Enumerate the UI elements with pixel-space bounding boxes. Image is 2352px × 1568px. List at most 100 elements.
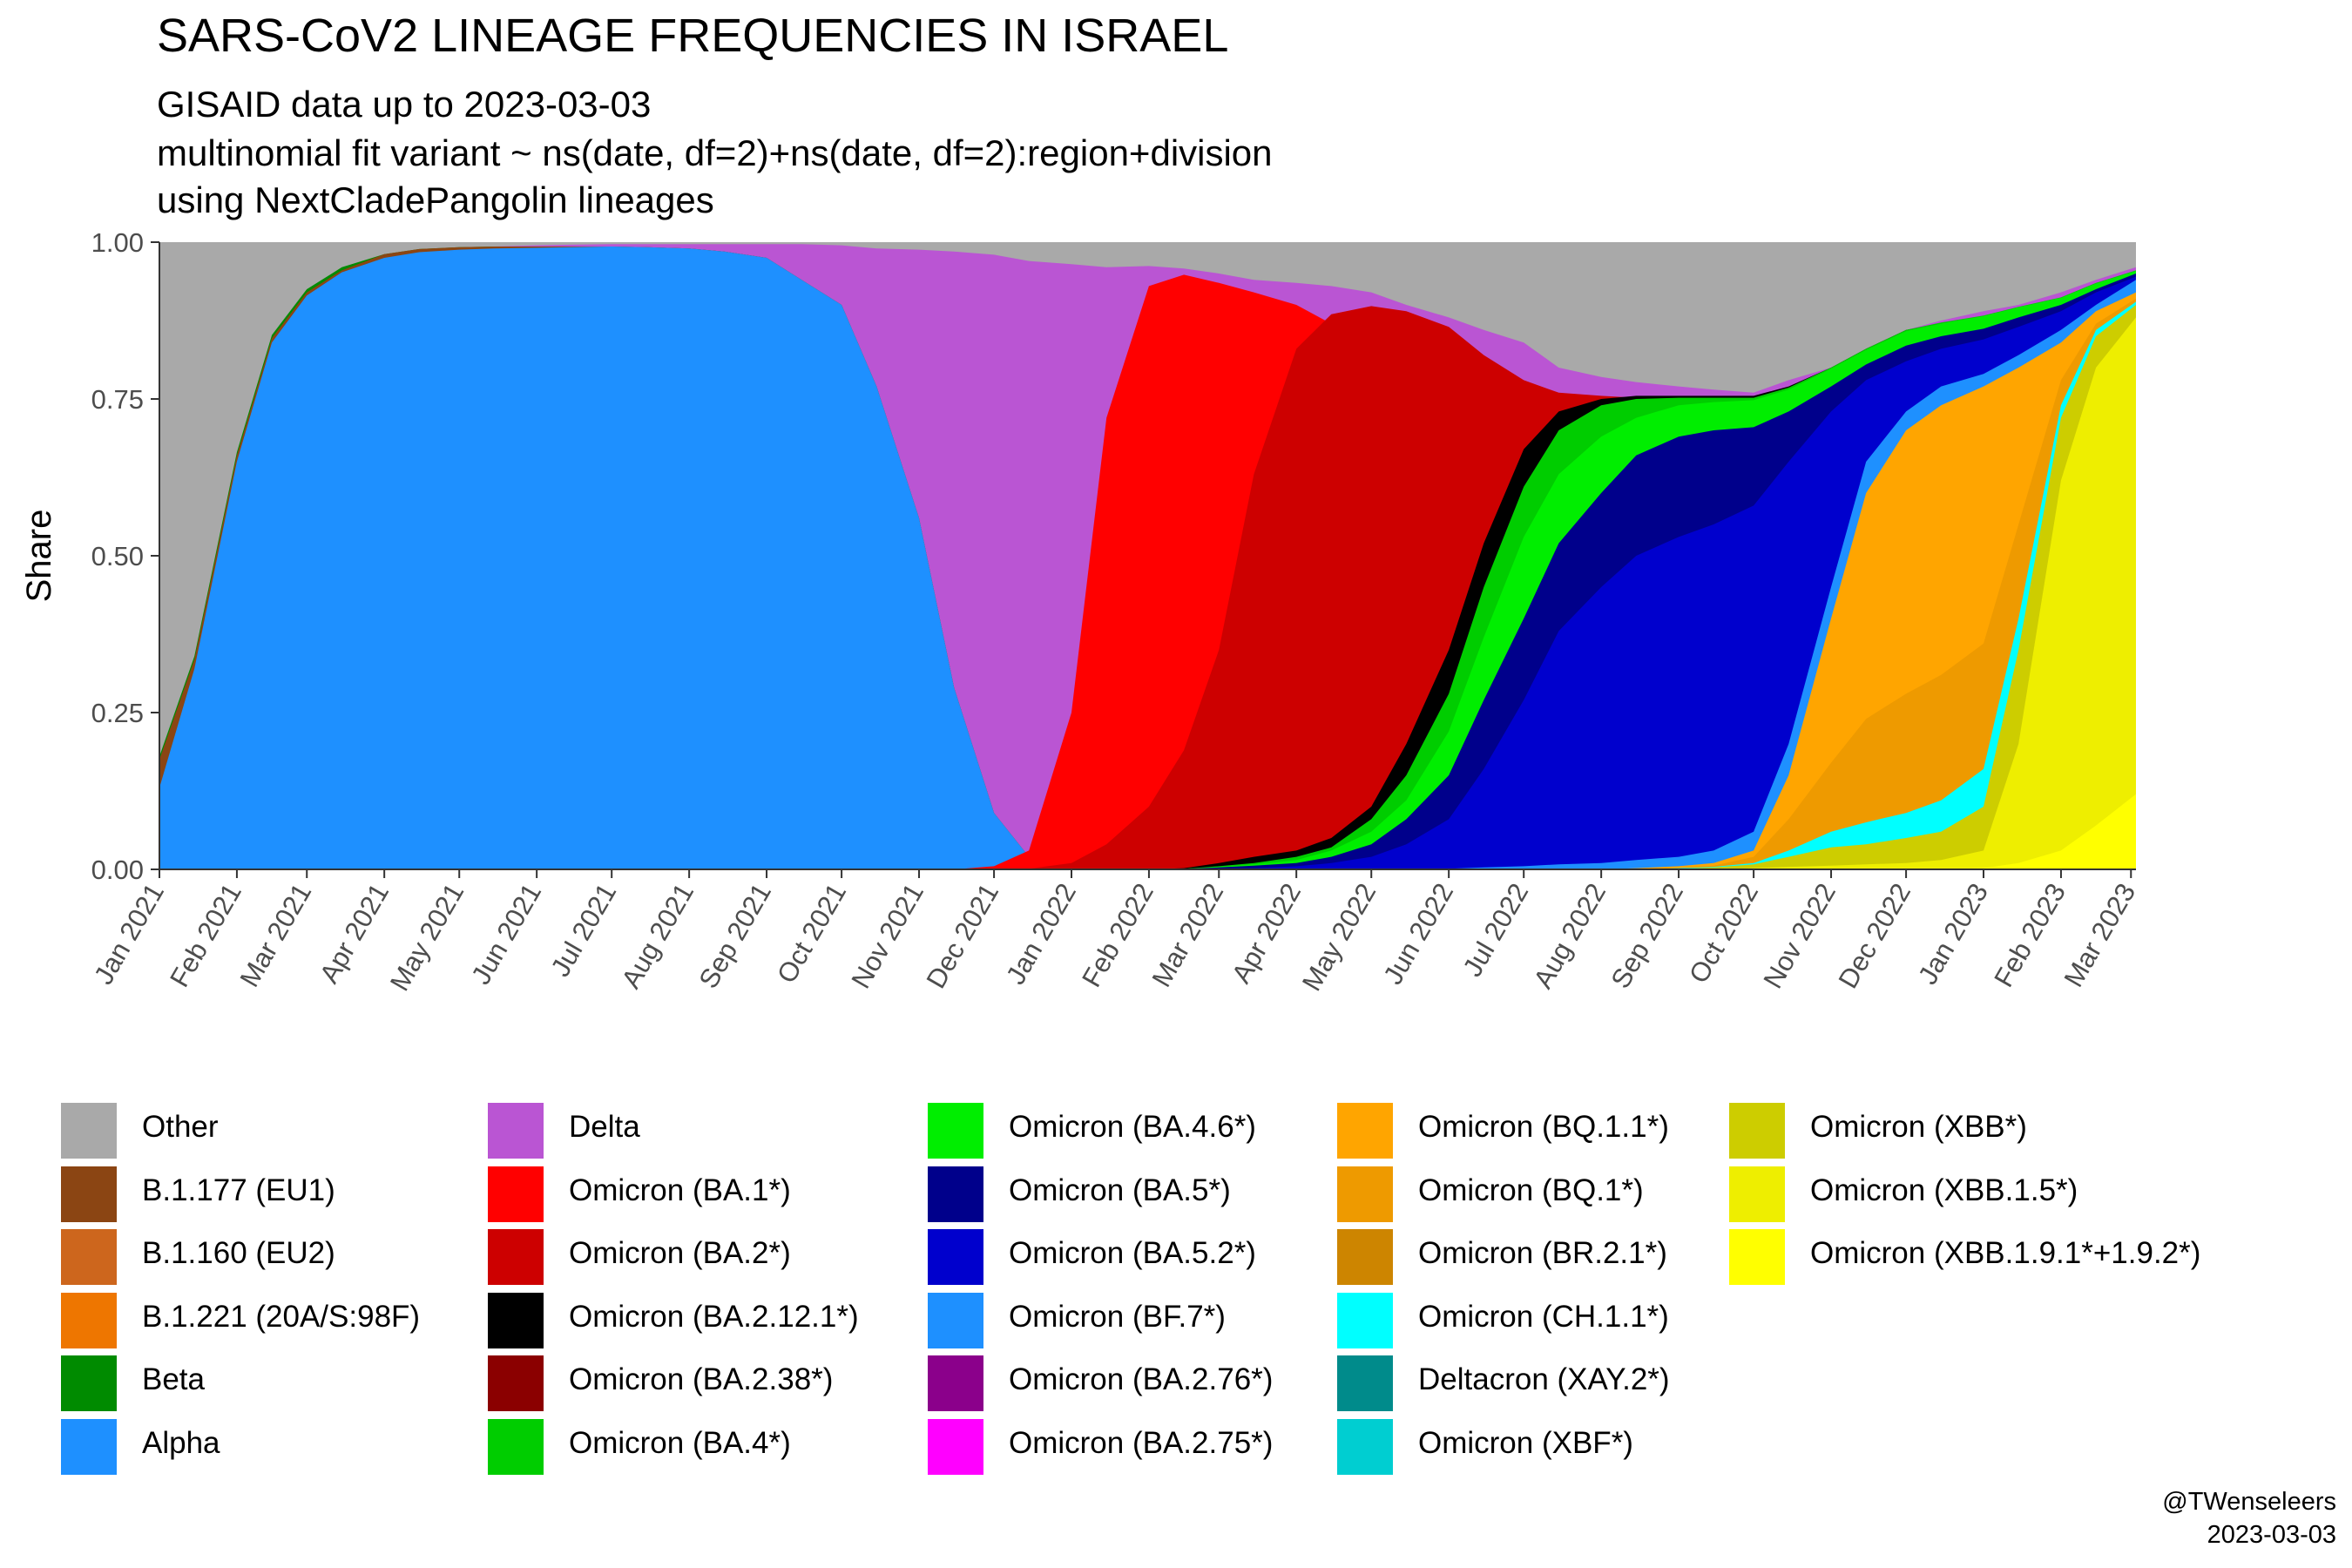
legend: Other B.1.177 (EU1) B.1.160 (EU2) B.1.221 (… <box>61 1099 2291 1483</box>
legend-swatch <box>488 1292 544 1348</box>
area-omicron-ba-1 <box>159 274 2136 869</box>
x-tick-label: Nov 2022 <box>1757 878 1842 993</box>
legend-swatch <box>928 1103 983 1159</box>
y-axis-title: Share <box>20 510 58 603</box>
legend-label: Omicron (BA.2*) <box>569 1236 791 1270</box>
legend-label: Alpha <box>142 1425 220 1460</box>
legend-label: B.1.177 (EU1) <box>142 1173 335 1207</box>
legend-label: Deltacron (XAY.2*) <box>1418 1362 1670 1396</box>
legend-item-omicron-ba-4: Omicron (BA.4*) <box>488 1416 923 1478</box>
y-tick-label: 0.25 <box>91 698 144 728</box>
legend-label: Omicron (XBF*) <box>1418 1425 1633 1460</box>
legend-label: B.1.221 (20A/S:98F) <box>142 1299 421 1334</box>
legend-item-omicron-ba-2-38: Omicron (BA.2.38*) <box>488 1352 923 1415</box>
legend-item-omicron-ba-2-75: Omicron (BA.2.75*) <box>928 1416 1363 1478</box>
legend-label: Omicron (BA.5*) <box>1009 1173 1231 1207</box>
legend-item-beta: Beta <box>61 1352 497 1415</box>
legend-swatch <box>928 1229 983 1285</box>
legend-swatch <box>1729 1166 1785 1222</box>
x-tick-label: May 2021 <box>384 878 470 996</box>
legend-label: Omicron (BA.2.75*) <box>1009 1425 1274 1460</box>
legend-swatch <box>61 1355 117 1411</box>
legend-swatch <box>488 1103 544 1159</box>
legend-swatch <box>61 1166 117 1222</box>
caption-author: @TWenseleers <box>2162 1488 2336 1516</box>
y-tick-label: 0.75 <box>91 384 144 415</box>
legend-swatch <box>61 1292 117 1348</box>
x-tick-label: Apr 2021 <box>314 878 395 988</box>
legend-item-omicron-ba-2-76: Omicron (BA.2.76*) <box>928 1352 1363 1415</box>
legend-item-omicron-ba-2: Omicron (BA.2*) <box>488 1226 923 1288</box>
legend-swatch <box>928 1355 983 1411</box>
legend-swatch <box>488 1166 544 1222</box>
area-omicron-ba-5-2 <box>159 276 2136 870</box>
legend-label: Omicron (BA.2.12.1*) <box>569 1299 859 1334</box>
legend-item-omicron-xbb-1-9-1-1-9-2: Omicron (XBB.1.9.1*+1.9.2*) <box>1729 1226 2200 1288</box>
legend-swatch <box>61 1103 117 1159</box>
legend-swatch <box>61 1229 117 1285</box>
chart-title: SARS-CoV2 LINEAGE FREQUENCIES IN ISRAEL <box>157 10 1229 62</box>
legend-label: Omicron (XBB.1.5*) <box>1810 1173 2078 1207</box>
legend-label: Omicron (BA.5.2*) <box>1009 1236 1256 1270</box>
x-tick-label: Nov 2021 <box>845 878 929 993</box>
legend-swatch <box>1337 1229 1393 1285</box>
legend-item-omicron-ba-5: Omicron (BA.5*) <box>928 1163 1363 1226</box>
legend-item-omicron-xbb-1-5: Omicron (XBB.1.5*) <box>1729 1163 2165 1226</box>
x-tick-label: May 2022 <box>1296 878 1382 996</box>
legend-swatch <box>1337 1292 1393 1348</box>
legend-item-omicron-ba-2-12-1: Omicron (BA.2.12.1*) <box>488 1289 923 1352</box>
y-tick-label: 0.00 <box>91 855 144 885</box>
x-tick-label: Jul 2022 <box>1456 878 1534 982</box>
x-tick-label: Jan 2023 <box>1912 878 1994 990</box>
area-alpha <box>159 247 2136 869</box>
legend-item-other: Other <box>61 1099 497 1162</box>
legend-item-omicron-bq-1-1: Omicron (BQ.1.1*) <box>1337 1099 1773 1162</box>
legend-label: Omicron (BF.7*) <box>1009 1299 1226 1334</box>
caption-date: 2023-03-03 <box>2207 1521 2336 1549</box>
legend-label: Omicron (BA.1*) <box>569 1173 791 1207</box>
subtitle-line-2: multinomial fit variant ~ ns(date, df=2)… <box>157 132 1273 173</box>
subtitle-line-1: GISAID data up to 2023-03-03 <box>157 84 652 125</box>
x-tick-label: Aug 2021 <box>616 878 700 993</box>
legend-swatch <box>1729 1229 1785 1285</box>
y-tick-label: 0.50 <box>91 541 144 571</box>
legend-item-omicron-bf-7: Omicron (BF.7*) <box>928 1289 1363 1352</box>
legend-item-deltacron-xay-2: Deltacron (XAY.2*) <box>1337 1352 1773 1415</box>
legend-item-b-1-221-20a-s-98f: B.1.221 (20A/S:98F) <box>61 1289 497 1352</box>
x-tick-label: Jun 2021 <box>465 878 547 990</box>
legend-swatch <box>1337 1355 1393 1411</box>
legend-label: Other <box>142 1110 219 1144</box>
legend-item-alpha: Alpha <box>61 1416 497 1478</box>
legend-label: Omicron (BQ.1.1*) <box>1418 1110 1669 1144</box>
legend-item-omicron-bq-1: Omicron (BQ.1*) <box>1337 1163 1773 1226</box>
legend-label: Omicron (BA.4.6*) <box>1009 1110 1256 1144</box>
x-tick-label: Mar 2022 <box>1146 878 1230 992</box>
legend-label: B.1.160 (EU2) <box>142 1236 335 1270</box>
subtitle-line-3: using NextCladePangolin lineages <box>157 179 714 220</box>
legend-item-omicron-ba-4-6: Omicron (BA.4.6*) <box>928 1099 1363 1162</box>
legend-item-omicron-br-2-1: Omicron (BR.2.1*) <box>1337 1226 1773 1288</box>
x-tick-label: Jun 2022 <box>1377 878 1459 990</box>
y-tick-label: 1.00 <box>91 227 144 258</box>
area-omicron-ch-1-1 <box>159 301 2136 869</box>
legend-swatch <box>488 1418 544 1475</box>
legend-label: Omicron (BR.2.1*) <box>1418 1236 1667 1270</box>
x-tick-label: Dec 2021 <box>920 878 1004 993</box>
legend-swatch <box>1337 1418 1393 1475</box>
legend-label: Omicron (XBB.1.9.1*+1.9.2*) <box>1810 1236 2201 1270</box>
legend-item-b-1-177-eu1: B.1.177 (EU1) <box>61 1163 497 1226</box>
legend-label: Omicron (XBB*) <box>1810 1110 2027 1144</box>
legend-item-omicron-xbf: Omicron (XBF*) <box>1337 1416 1773 1478</box>
legend-label: Beta <box>142 1362 205 1396</box>
x-tick-label: Sep 2021 <box>693 878 777 993</box>
legend-swatch <box>61 1418 117 1475</box>
legend-item-omicron-xbb: Omicron (XBB*) <box>1729 1099 2165 1162</box>
legend-label: Omicron (BA.2.38*) <box>569 1362 834 1396</box>
legend-label: Omicron (BA.2.76*) <box>1009 1362 1274 1396</box>
x-tick-label: Sep 2022 <box>1605 878 1689 993</box>
x-tick-label: Jul 2021 <box>544 878 622 982</box>
x-tick-label: Oct 2021 <box>771 878 852 988</box>
legend-item-omicron-ch-1-1: Omicron (CH.1.1*) <box>1337 1289 1773 1352</box>
legend-label: Delta <box>569 1110 640 1144</box>
legend-swatch <box>1337 1103 1393 1159</box>
